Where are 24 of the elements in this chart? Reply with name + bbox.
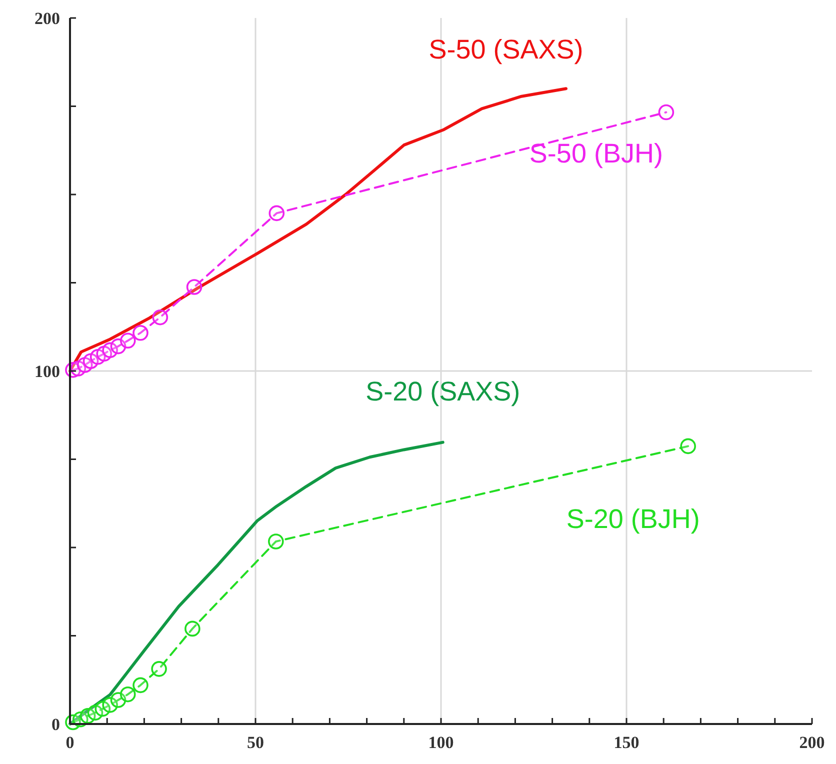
point	[268, 534, 284, 550]
x-tick-label: 200	[799, 733, 825, 752]
point	[132, 677, 148, 694]
series-label: S-20 (BJH)	[566, 504, 700, 534]
series-label: S-50 (SAXS)	[428, 34, 584, 65]
point	[184, 620, 200, 637]
point	[132, 324, 148, 341]
point	[120, 686, 136, 702]
series-label: S-50 (BJH)	[529, 138, 663, 168]
point	[186, 279, 202, 295]
y-tick-label: 0	[52, 715, 60, 734]
y-tick-label: 100	[34, 362, 60, 381]
series-label: S-20 (SAXS)	[366, 376, 520, 406]
point	[151, 661, 167, 677]
point	[268, 205, 285, 222]
x-tick-label: 150	[614, 733, 640, 752]
x-tick-label: 0	[66, 733, 74, 752]
y-tick-label: 200	[34, 9, 60, 28]
x-tick-label: 100	[428, 733, 454, 752]
point	[152, 309, 168, 326]
point	[658, 104, 674, 120]
point	[120, 332, 136, 349]
point	[680, 438, 696, 454]
x-tick-label: 50	[247, 733, 264, 752]
